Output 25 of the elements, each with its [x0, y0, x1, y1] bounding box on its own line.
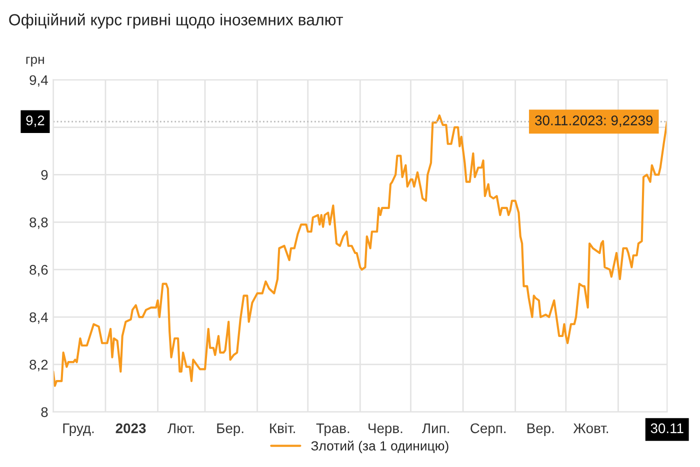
y-axis-title: грн — [26, 56, 44, 67]
x-tick-label: 30.11 — [650, 423, 684, 434]
y-tick-label: 9 — [41, 170, 48, 180]
x-tick-label: Лип. — [422, 424, 449, 434]
x-tick-label: Серп. — [470, 423, 506, 436]
x-tick-label: Квіт. — [270, 423, 295, 434]
y-tick-label: 8,6 — [30, 264, 48, 276]
ref-line-label: 9,2 — [26, 116, 44, 127]
line-series — [53, 114, 668, 387]
y-tick-label: 8,2 — [30, 360, 48, 372]
legend-label: Злотий (за 1 одиницю) — [311, 440, 448, 454]
chart-title: Офіційний курс гривні щодо іноземних валют — [9, 13, 343, 29]
x-tick-label: Груд. — [63, 424, 94, 436]
y-tick-label: 8,4 — [30, 312, 48, 324]
x-tick-label: Лют. — [168, 424, 194, 434]
x-tick-label: Жовт. — [573, 424, 608, 434]
x-tick-label: 2023 — [116, 423, 146, 434]
x-tick-label: Черв. — [368, 424, 402, 436]
annotation: 30.11.2023: 9,2239 — [535, 116, 653, 127]
x-tick-label: Вер. — [527, 424, 554, 436]
y-tick-label: 8 — [41, 407, 48, 418]
x-tick-label: Трав. — [316, 424, 350, 436]
y-tick-label: 8,8 — [30, 217, 48, 229]
x-tick-label: Бер. — [217, 424, 244, 436]
y-tick-label: 9,4 — [30, 75, 48, 87]
